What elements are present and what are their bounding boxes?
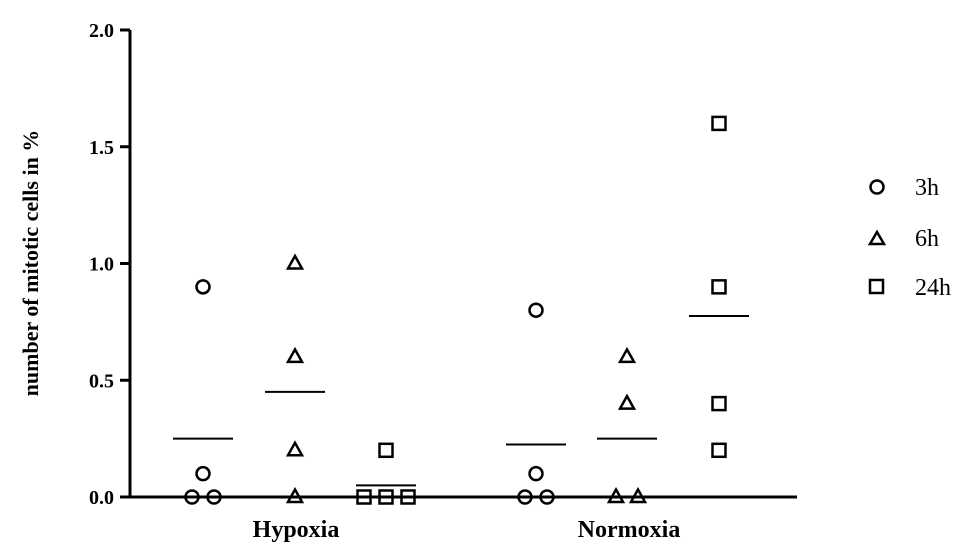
y-tick-label: 1.0: [89, 254, 114, 276]
plot-area: [173, 115, 749, 505]
legend-marker-circle: [869, 179, 885, 195]
legend-label-24h: 24h: [915, 275, 951, 301]
data-point-circle: [528, 465, 544, 482]
legend-item-6h: 6h: [867, 226, 939, 252]
x-category-label-hypoxia: Hypoxia: [253, 517, 340, 543]
data-point-square: [711, 442, 727, 459]
data-point-circle: [195, 465, 211, 482]
y-tick-label: 0.0: [89, 487, 114, 509]
legend-item-24h: 24h: [868, 275, 951, 301]
data-point-triangle: [285, 253, 305, 270]
y-axis-ticks: 0.0 0.5 1.0 1.5 2.0: [89, 20, 130, 509]
legend: 3h 6h 24h: [867, 175, 951, 301]
legend-marker-square: [868, 278, 885, 295]
data-point-circle: [528, 302, 544, 318]
data-point-square: [711, 115, 727, 132]
data-point-circle: [195, 279, 211, 295]
data-point-triangle: [285, 440, 305, 457]
data-point-square: [711, 279, 727, 295]
legend-item-3h: 3h: [869, 175, 939, 201]
data-point-square: [378, 442, 394, 459]
y-tick-label: 1.5: [89, 137, 114, 159]
data-point-triangle: [617, 393, 637, 410]
data-point-square: [711, 395, 727, 412]
data-point-triangle: [285, 346, 305, 364]
data-point-triangle: [617, 346, 637, 364]
x-category-label-normoxia: Normoxia: [578, 517, 681, 543]
y-tick-label: 2.0: [89, 20, 114, 42]
y-axis-title: number of mitotic cells in %: [18, 130, 43, 397]
legend-label-3h: 3h: [915, 175, 939, 201]
y-tick-label: 0.5: [89, 370, 114, 392]
legend-label-6h: 6h: [915, 226, 939, 252]
legend-marker-triangle: [867, 229, 887, 246]
